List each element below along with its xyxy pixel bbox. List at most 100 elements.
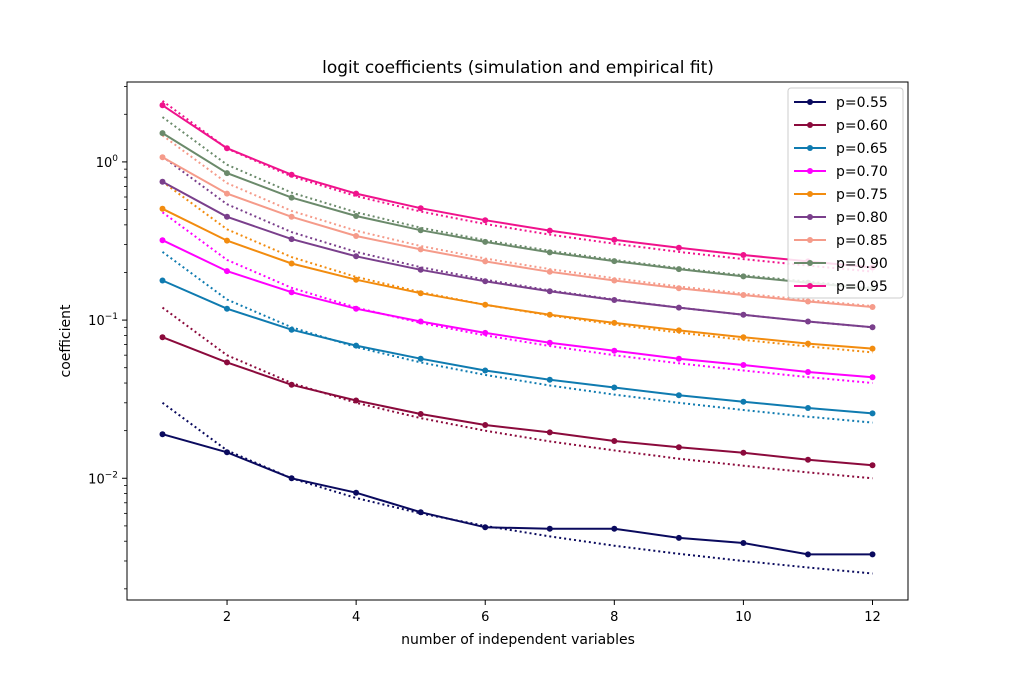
- point-p=0.75-x1: [159, 205, 166, 212]
- legend-item-p=0.60: p=0.60: [794, 118, 888, 134]
- y-tick-label-0: 10−2: [88, 470, 118, 487]
- point-p=0.85-x8: [611, 277, 618, 284]
- point-p=0.85-x4: [353, 233, 360, 239]
- series-p=0.55: [159, 401, 876, 575]
- legend-marker-p=0.60: [807, 122, 813, 128]
- legend-label-p=0.85: p=0.85: [836, 233, 888, 249]
- legend-label-p=0.65: p=0.65: [836, 141, 888, 157]
- point-p=0.75-x9: [675, 327, 682, 334]
- point-p=0.80-x2: [224, 213, 230, 220]
- legend-item-p=0.85: p=0.85: [794, 233, 888, 249]
- legend-label-p=0.80: p=0.80: [836, 210, 888, 226]
- series-line-p=0.70: [162, 239, 873, 379]
- point-p=0.55-x9: [675, 534, 682, 541]
- point-p=0.85-x3: [288, 213, 295, 220]
- point-p=0.95-x9: [675, 244, 682, 251]
- series-line-p=0.95: [161, 104, 873, 269]
- point-p=0.90-x6: [482, 238, 489, 245]
- point-p=0.80-x6: [482, 278, 489, 285]
- plot-area: [159, 100, 876, 575]
- point-p=0.75-x3: [288, 260, 295, 267]
- legend-marker-p=0.85: [807, 237, 813, 243]
- point-p=0.70-x2: [224, 268, 230, 275]
- legend-item-p=0.55: p=0.55: [794, 95, 888, 111]
- legend-label-p=0.55: p=0.55: [836, 95, 888, 111]
- series-p=0.85: [159, 134, 876, 310]
- point-p=0.75-x12: [869, 345, 876, 352]
- fit-line-p=0.55: [161, 401, 873, 575]
- point-p=0.70-x1: [159, 237, 166, 244]
- point-p=0.85-x5: [417, 246, 424, 253]
- point-p=0.90-x8: [611, 258, 618, 265]
- fit-line-p=0.60: [161, 306, 873, 480]
- x-tick-label-2: 2: [223, 610, 231, 625]
- point-p=0.65-x8: [611, 384, 618, 391]
- point-p=0.95-x6: [482, 217, 489, 224]
- legend-marker-p=0.80: [807, 214, 813, 220]
- point-p=0.80-x10: [740, 311, 747, 318]
- point-p=0.60-x11: [805, 456, 811, 463]
- legend-box: [787, 87, 904, 299]
- legend-marker-p=0.70: [807, 168, 813, 174]
- series-p=0.65: [159, 251, 876, 424]
- point-p=0.60-x6: [482, 422, 489, 428]
- point-p=0.95-x1: [159, 102, 166, 109]
- point-p=0.70-x12: [869, 374, 876, 381]
- point-p=0.60-x10: [740, 449, 747, 456]
- fit-line-p=0.90: [161, 116, 873, 289]
- series-p=0.80: [159, 155, 876, 331]
- x-tick-label-8: 8: [610, 610, 618, 625]
- point-p=0.55-x2: [224, 449, 230, 456]
- point-p=0.70-x6: [482, 329, 489, 336]
- point-p=0.80-x12: [869, 324, 876, 331]
- legend-label-p=0.75: p=0.75: [836, 187, 888, 203]
- y-tick-label-2: 100: [96, 154, 119, 171]
- legend-label-p=0.90: p=0.90: [836, 256, 888, 272]
- series-p=0.60: [159, 306, 876, 480]
- fit-line-p=0.95: [161, 100, 873, 273]
- point-p=0.70-x11: [805, 369, 811, 375]
- point-p=0.85-x6: [482, 258, 489, 265]
- point-p=0.80-x1: [159, 178, 166, 185]
- chart-title: logit coefficients (simulation and empir…: [322, 58, 714, 78]
- point-p=0.65-x2: [224, 305, 230, 312]
- x-axis-label: number of independent variables: [401, 632, 635, 648]
- point-p=0.85-x10: [740, 292, 747, 298]
- point-p=0.55-x4: [353, 489, 360, 496]
- point-p=0.55-x10: [740, 540, 747, 546]
- point-p=0.90-x9: [675, 266, 682, 273]
- point-p=0.55-x12: [869, 551, 876, 558]
- point-p=0.75-x7: [546, 311, 553, 318]
- point-p=0.95-x4: [353, 190, 360, 197]
- x-tick-label-10: 10: [735, 610, 752, 625]
- point-p=0.75-x5: [417, 290, 424, 297]
- point-p=0.80-x8: [611, 297, 618, 303]
- point-p=0.55-x8: [611, 525, 618, 532]
- point-p=0.70-x4: [353, 305, 360, 312]
- legend-marker-p=0.65: [807, 145, 813, 151]
- series-line-p=0.60: [162, 336, 873, 467]
- point-p=0.95-x3: [288, 171, 295, 178]
- x-tick-label-4: 4: [352, 610, 360, 625]
- point-p=0.90-x1: [159, 130, 166, 137]
- x-tick-label-12: 12: [864, 610, 881, 625]
- fit-line-p=0.70: [161, 211, 873, 384]
- point-p=0.75-x6: [482, 301, 489, 308]
- point-p=0.95-x2: [224, 145, 230, 152]
- point-p=0.80-x11: [805, 318, 811, 325]
- series-p=0.70: [159, 211, 876, 384]
- fit-line-p=0.85: [161, 134, 873, 308]
- series-line-p=0.65: [162, 279, 873, 415]
- legend-item-p=0.75: p=0.75: [794, 187, 888, 203]
- legend-marker-p=0.75: [807, 191, 813, 197]
- point-p=0.60-x5: [417, 411, 424, 417]
- legend-item-p=0.95: p=0.95: [794, 279, 888, 295]
- point-p=0.80-x9: [675, 304, 682, 311]
- point-p=0.70-x9: [675, 355, 682, 362]
- point-p=0.60-x3: [288, 381, 295, 388]
- point-p=0.75-x11: [805, 340, 811, 347]
- point-p=0.70-x10: [740, 362, 747, 368]
- point-p=0.60-x2: [224, 359, 230, 366]
- point-p=0.65-x10: [740, 398, 747, 405]
